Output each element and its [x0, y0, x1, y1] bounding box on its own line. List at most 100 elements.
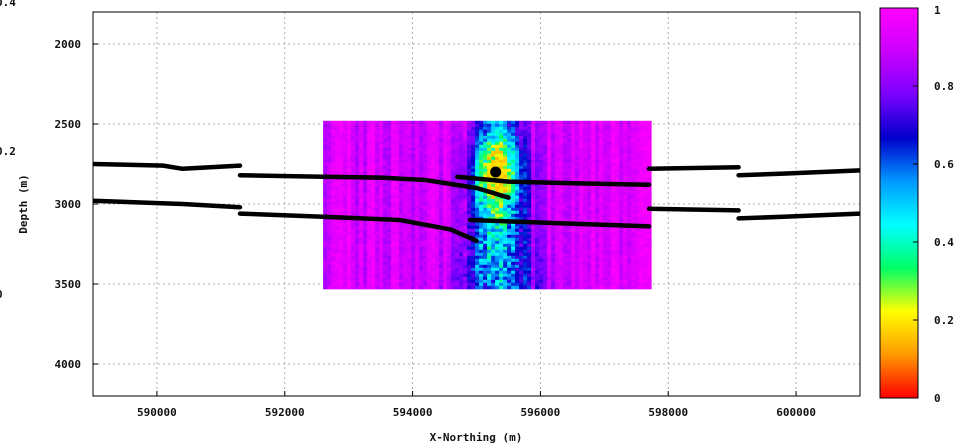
heatmap-cell — [451, 192, 456, 197]
heatmap-cell — [415, 141, 420, 146]
heatmap-cell — [619, 123, 624, 128]
heatmap-cell — [551, 261, 556, 266]
heatmap-cell — [467, 123, 472, 128]
heatmap-cell — [571, 165, 576, 170]
heatmap-cell — [435, 126, 440, 131]
heatmap-cell — [415, 198, 420, 203]
heatmap-cell — [639, 219, 644, 224]
heatmap-cell — [591, 132, 596, 137]
heatmap-cell — [519, 285, 524, 290]
heatmap-cell — [387, 120, 392, 125]
heatmap-cell — [379, 279, 384, 284]
heatmap-cell — [379, 219, 384, 224]
heatmap-cell — [523, 120, 528, 125]
heatmap-cell — [427, 264, 432, 269]
heatmap-cell — [391, 285, 396, 290]
heatmap-cell — [587, 285, 592, 290]
heatmap-cell — [611, 195, 616, 200]
heatmap-cell — [455, 225, 460, 230]
heatmap-cell — [435, 207, 440, 212]
heatmap-cell — [647, 189, 652, 194]
heatmap-cell — [611, 270, 616, 275]
heatmap-cell — [547, 150, 552, 155]
heatmap-cell — [391, 144, 396, 149]
heatmap-cell — [535, 237, 540, 242]
heatmap-cell — [583, 210, 588, 215]
heatmap-cell — [387, 171, 392, 176]
heatmap-cell — [511, 156, 516, 161]
heatmap-cell — [431, 279, 436, 284]
heatmap-cell — [363, 141, 368, 146]
heatmap-cell — [463, 159, 468, 164]
heatmap-cell — [343, 126, 348, 131]
heatmap-cell — [399, 222, 404, 227]
heatmap-cell — [599, 123, 604, 128]
heatmap-cell — [511, 195, 516, 200]
heatmap-cell — [523, 141, 528, 146]
heatmap-cell — [523, 228, 528, 233]
heatmap-cell — [431, 132, 436, 137]
heatmap-cell — [395, 186, 400, 191]
heatmap-cell — [643, 207, 648, 212]
heatmap-cell — [647, 240, 652, 245]
heatmap-cell — [347, 162, 352, 167]
heatmap-cell — [579, 150, 584, 155]
heatmap-cell — [603, 234, 608, 239]
heatmap-cell — [427, 279, 432, 284]
heatmap-cell — [611, 153, 616, 158]
heatmap-cell — [455, 147, 460, 152]
heatmap-cell — [355, 189, 360, 194]
heatmap-cell — [499, 285, 504, 290]
heatmap-cell — [415, 189, 420, 194]
heatmap-cell — [387, 228, 392, 233]
heatmap-cell — [559, 189, 564, 194]
heatmap-cell — [475, 144, 480, 149]
heatmap-cell — [443, 264, 448, 269]
heatmap-cell — [595, 159, 600, 164]
heatmap-cell — [351, 258, 356, 263]
heatmap-cell — [495, 222, 500, 227]
heatmap-cell — [419, 189, 424, 194]
heatmap-cell — [479, 138, 484, 143]
heatmap-cell — [555, 255, 560, 260]
heatmap-cell — [455, 198, 460, 203]
heatmap-cell — [371, 255, 376, 260]
heatmap-cell — [403, 123, 408, 128]
heatmap-cell — [563, 279, 568, 284]
heatmap-cell — [419, 258, 424, 263]
heatmap-cell — [587, 147, 592, 152]
heatmap-cell — [359, 159, 364, 164]
heatmap-cell — [423, 219, 428, 224]
heatmap-cell — [635, 171, 640, 176]
heatmap-cell — [563, 183, 568, 188]
heatmap-cell — [543, 255, 548, 260]
heatmap-cell — [435, 237, 440, 242]
heatmap-cell — [323, 156, 328, 161]
heatmap-cell — [583, 219, 588, 224]
heatmap-cell — [631, 156, 636, 161]
heatmap-cell — [407, 258, 412, 263]
heatmap-cell — [563, 270, 568, 275]
heatmap-cell — [559, 249, 564, 254]
heatmap-cell — [347, 273, 352, 278]
heatmap-cell — [459, 264, 464, 269]
heatmap-cell — [599, 255, 604, 260]
heatmap-cell — [347, 132, 352, 137]
heatmap-cell — [379, 201, 384, 206]
heatmap-cell — [523, 285, 528, 290]
heatmap-cell — [403, 156, 408, 161]
heatmap-cell — [475, 195, 480, 200]
heatmap-cell — [363, 249, 368, 254]
heatmap-cell — [503, 153, 508, 158]
heatmap-cell — [343, 156, 348, 161]
heatmap-cell — [643, 162, 648, 167]
heatmap-cell — [379, 210, 384, 215]
heatmap-cell — [323, 141, 328, 146]
heatmap-cell — [335, 177, 340, 182]
heatmap-cell — [487, 240, 492, 245]
heatmap-cell — [367, 147, 372, 152]
heatmap-cell — [419, 192, 424, 197]
heatmap-cell — [323, 204, 328, 209]
heatmap-cell — [423, 264, 428, 269]
heatmap-cell — [539, 189, 544, 194]
